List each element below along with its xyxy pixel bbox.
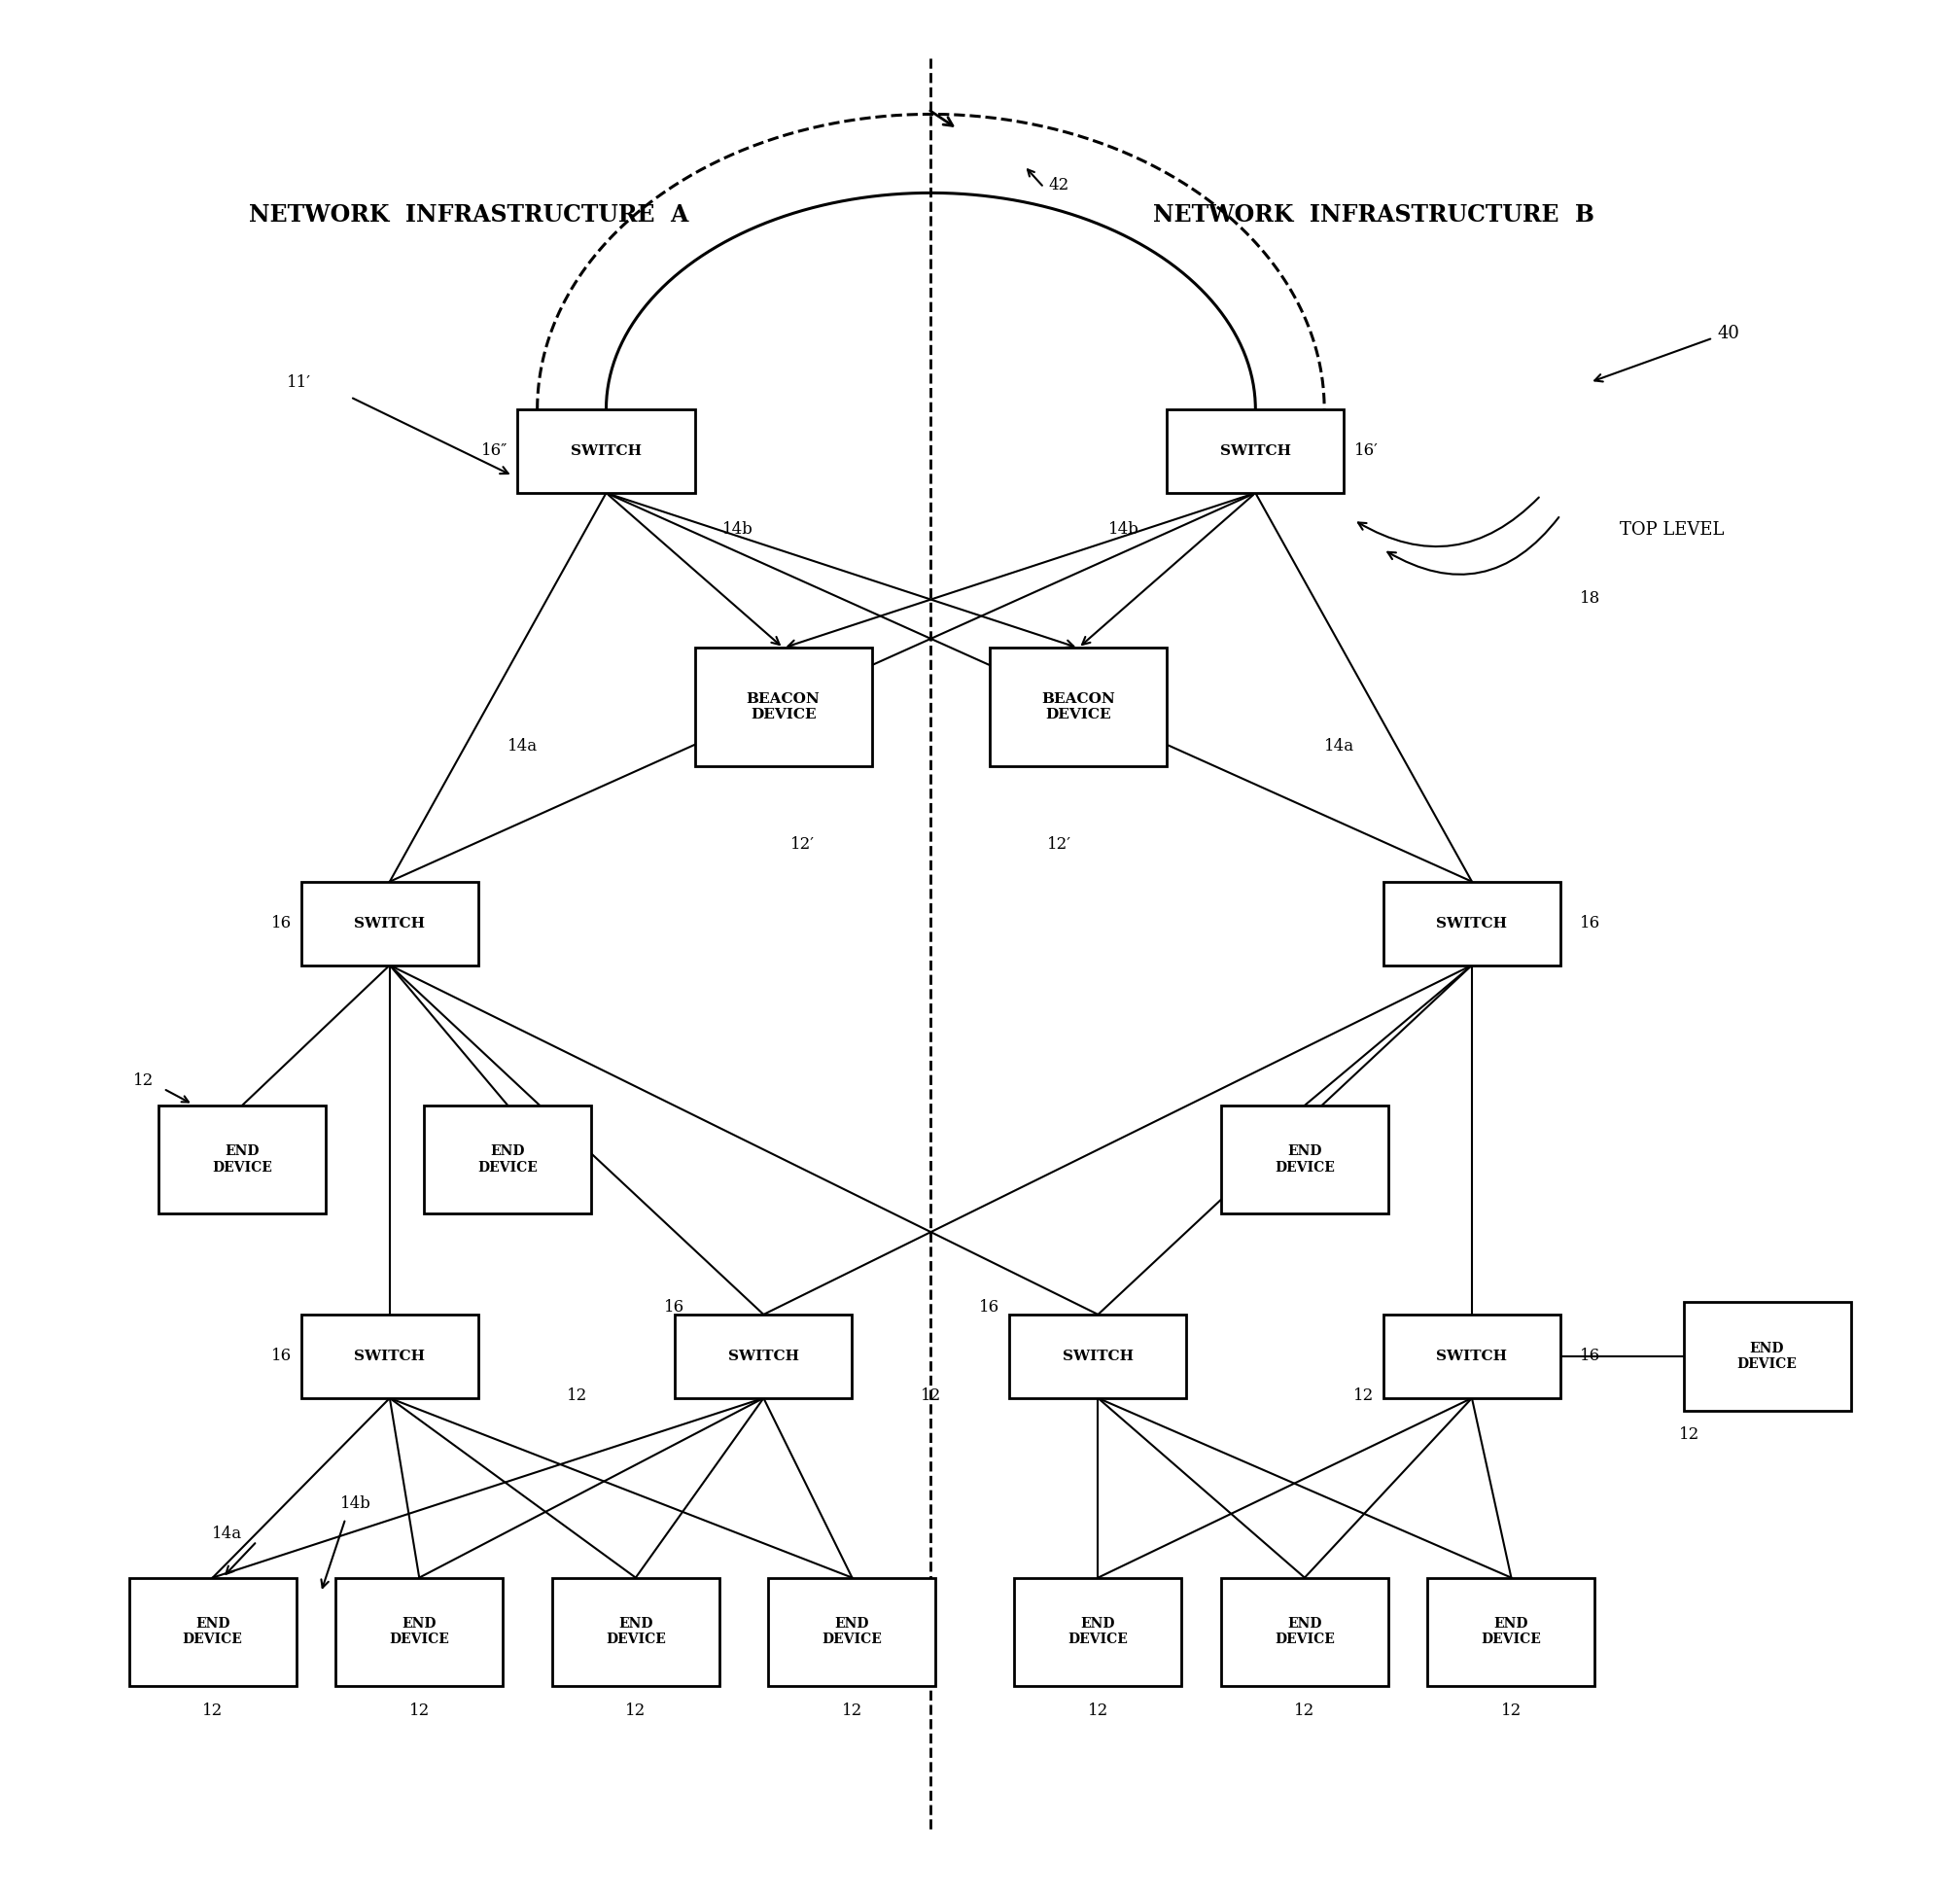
Text: END
DEVICE: END DEVICE (821, 1617, 882, 1646)
Text: 16: 16 (664, 1299, 684, 1316)
FancyBboxPatch shape (302, 1314, 478, 1397)
FancyBboxPatch shape (1015, 1577, 1182, 1686)
Text: SWITCH: SWITCH (1437, 916, 1507, 931)
Text: END
DEVICE: END DEVICE (390, 1617, 449, 1646)
FancyBboxPatch shape (129, 1577, 296, 1686)
Text: 12′: 12′ (1047, 836, 1070, 853)
Text: 12: 12 (1352, 1388, 1374, 1403)
Text: 16: 16 (980, 1299, 1000, 1316)
Text: 14b: 14b (1107, 521, 1139, 538)
Text: 14b: 14b (723, 521, 755, 538)
Text: 16: 16 (270, 916, 292, 931)
FancyBboxPatch shape (335, 1577, 504, 1686)
FancyBboxPatch shape (1009, 1314, 1186, 1397)
FancyBboxPatch shape (159, 1105, 325, 1213)
Text: END
DEVICE: END DEVICE (1482, 1617, 1541, 1646)
FancyBboxPatch shape (1166, 410, 1345, 493)
Text: SWITCH: SWITCH (355, 1350, 425, 1363)
Text: END
DEVICE: END DEVICE (478, 1145, 537, 1174)
Text: 12′: 12′ (790, 836, 815, 853)
FancyBboxPatch shape (1221, 1105, 1388, 1213)
Text: 16: 16 (1580, 916, 1601, 931)
Text: 16: 16 (1580, 1348, 1601, 1365)
FancyBboxPatch shape (1684, 1303, 1850, 1411)
FancyBboxPatch shape (1384, 882, 1560, 965)
Text: 12: 12 (1088, 1703, 1109, 1720)
Text: 18: 18 (1580, 590, 1601, 607)
Text: NETWORK  INFRASTRUCTURE  B: NETWORK INFRASTRUCTURE B (1152, 203, 1593, 228)
Text: 42: 42 (1049, 176, 1070, 193)
Text: 12: 12 (1294, 1703, 1315, 1720)
Text: BEACON
DEVICE: BEACON DEVICE (1041, 692, 1115, 722)
Text: 12: 12 (1501, 1703, 1521, 1720)
FancyBboxPatch shape (694, 648, 872, 766)
Text: 12: 12 (410, 1703, 429, 1720)
Text: 40: 40 (1717, 324, 1740, 341)
Text: 14b: 14b (341, 1496, 372, 1513)
FancyBboxPatch shape (768, 1577, 935, 1686)
Text: SWITCH: SWITCH (570, 444, 641, 459)
FancyBboxPatch shape (423, 1105, 592, 1213)
Text: 12: 12 (625, 1703, 647, 1720)
Text: SWITCH: SWITCH (1437, 1350, 1507, 1363)
FancyBboxPatch shape (553, 1577, 719, 1686)
FancyBboxPatch shape (990, 648, 1166, 766)
Text: 16′: 16′ (1354, 444, 1378, 459)
Text: 14a: 14a (212, 1524, 243, 1541)
Text: SWITCH: SWITCH (1062, 1350, 1133, 1363)
Text: END
DEVICE: END DEVICE (212, 1145, 272, 1174)
Text: 12: 12 (566, 1388, 586, 1403)
Text: END
DEVICE: END DEVICE (1274, 1145, 1335, 1174)
Text: SWITCH: SWITCH (727, 1350, 800, 1363)
Text: END
DEVICE: END DEVICE (1737, 1342, 1797, 1371)
Text: 12: 12 (921, 1388, 941, 1403)
Text: 16″: 16″ (480, 444, 508, 459)
Text: END
DEVICE: END DEVICE (182, 1617, 243, 1646)
FancyBboxPatch shape (302, 882, 478, 965)
Text: BEACON
DEVICE: BEACON DEVICE (747, 692, 819, 722)
Text: 14a: 14a (1325, 738, 1354, 755)
FancyBboxPatch shape (1221, 1577, 1388, 1686)
Text: 12: 12 (841, 1703, 862, 1720)
FancyBboxPatch shape (1427, 1577, 1595, 1686)
Text: 12: 12 (1678, 1428, 1699, 1443)
Text: 16: 16 (270, 1348, 292, 1365)
Text: END
DEVICE: END DEVICE (1274, 1617, 1335, 1646)
Text: 12: 12 (202, 1703, 223, 1720)
Text: 11′: 11′ (286, 374, 312, 391)
FancyBboxPatch shape (1384, 1314, 1560, 1397)
Text: 14a: 14a (508, 738, 537, 755)
FancyBboxPatch shape (674, 1314, 853, 1397)
Text: NETWORK  INFRASTRUCTURE  A: NETWORK INFRASTRUCTURE A (249, 203, 688, 228)
Text: SWITCH: SWITCH (355, 916, 425, 931)
Text: END
DEVICE: END DEVICE (606, 1617, 666, 1646)
Text: SWITCH: SWITCH (1219, 444, 1292, 459)
FancyBboxPatch shape (517, 410, 694, 493)
Text: 12: 12 (133, 1073, 153, 1088)
Text: TOP LEVEL: TOP LEVEL (1619, 521, 1725, 538)
Text: END
DEVICE: END DEVICE (1068, 1617, 1129, 1646)
